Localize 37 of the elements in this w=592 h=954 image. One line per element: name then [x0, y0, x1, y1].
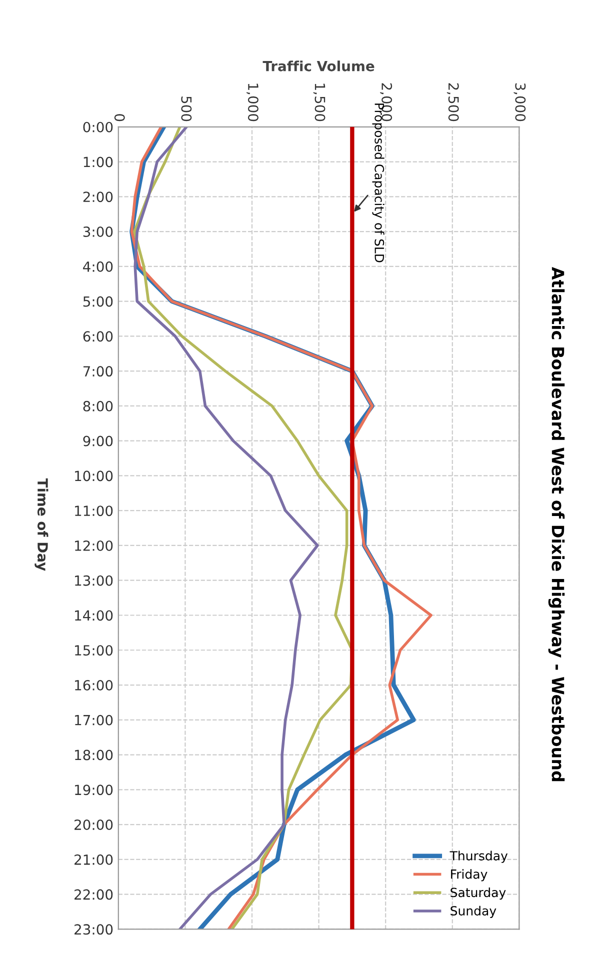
- y-tick-label: 20:00: [74, 820, 113, 830]
- y-tick-label: 18:00: [75, 750, 113, 760]
- y-tick-label: 13:00: [75, 575, 113, 586]
- y-tick-label: 16:00: [75, 680, 113, 690]
- y-tick-label: 3:00: [83, 226, 113, 238]
- y-axis-title: Time of Day: [34, 478, 48, 571]
- legend-label: Saturday: [450, 888, 506, 900]
- y-tick-label: 4:00: [83, 261, 113, 272]
- y-tick-label: 9:00: [83, 436, 113, 446]
- y-tick-label: 1:00: [84, 156, 113, 168]
- x-tick-label: 1,500: [313, 84, 326, 122]
- x-tick-label: 1,000: [246, 84, 258, 122]
- y-tick-label: 19:00: [75, 784, 113, 796]
- y-tick-label: 15:00: [75, 645, 113, 656]
- x-tick-label: 500: [181, 96, 192, 122]
- y-tick-label: 2:00: [83, 192, 113, 202]
- y-tick-label: 8:00: [83, 400, 113, 412]
- y-tick-label: 17:00: [75, 714, 113, 726]
- y-tick-label: 11:00: [75, 506, 113, 516]
- text: Atlantic Boulevard West of Dixie Highway - Westbound: [548, 267, 565, 782]
- y-tick-label: 21:00: [74, 854, 113, 865]
- legend-label: Sunday: [450, 906, 496, 918]
- y-tick-label: 22:00: [74, 889, 113, 900]
- x-tick-label: 2,500: [446, 83, 459, 122]
- legend-label: Friday: [451, 869, 488, 882]
- y-tick-label: 10:00: [75, 470, 113, 482]
- y-tick-label: 14:00: [75, 610, 113, 621]
- x-tick-label: 3,000: [514, 83, 526, 122]
- y-tick-label: 6:00: [83, 331, 113, 342]
- y-tick-label: 0:00: [83, 122, 113, 132]
- x-tick-label: 0: [114, 114, 125, 122]
- y-tick-label: 5:00: [83, 296, 113, 307]
- x-axis-title: Traffic Volume: [262, 60, 374, 72]
- y-tick-label: 12:00: [75, 540, 113, 551]
- legend-label: Thursday: [450, 850, 508, 863]
- y-tick-label: 7:00: [83, 366, 113, 377]
- y-tick-label: 23:00: [74, 924, 113, 935]
